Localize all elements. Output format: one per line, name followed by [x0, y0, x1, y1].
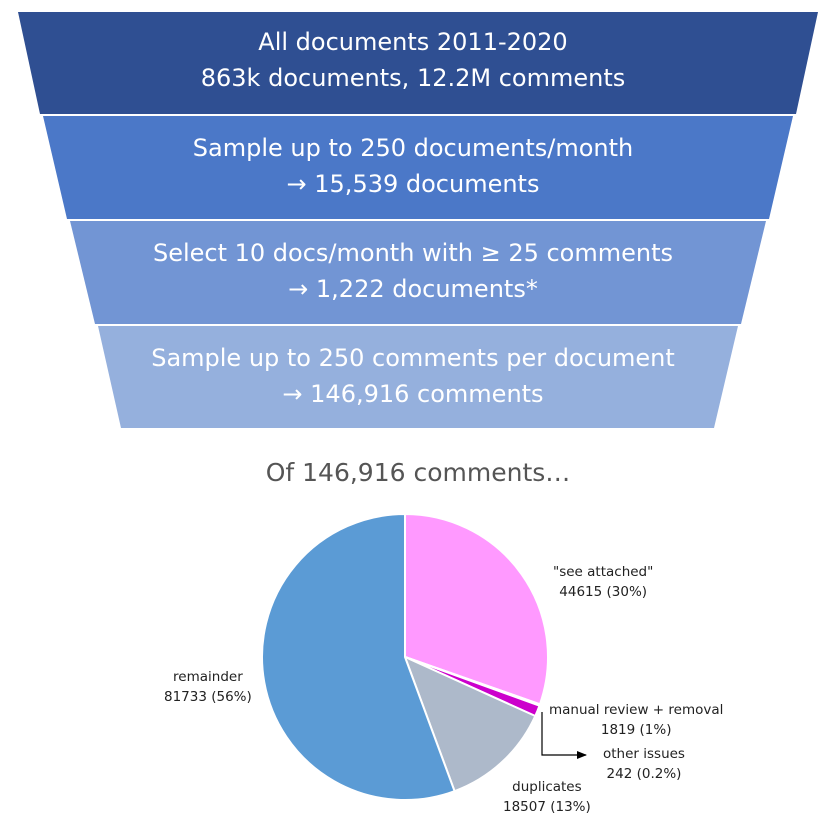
funnel-stage-0-text: All documents 2011-2020 863k documents, …	[0, 24, 826, 96]
funnel-stage-0-line1: All documents 2011-2020	[258, 28, 568, 56]
slice-name-see-attached: "see attached"	[553, 564, 654, 580]
slice-label-manual-review: manual review + removal 1819 (1%)	[549, 700, 723, 740]
funnel-stage-1-text: Sample up to 250 documents/month → 15,53…	[0, 130, 826, 202]
pie-slice-see-attached	[404, 513, 549, 706]
funnel-stage-0-line2: 863k documents, 12.2M comments	[200, 64, 626, 92]
slice-value-duplicates: 18507 (13%)	[503, 799, 591, 815]
funnel-stage-3-line1: Sample up to 250 comments per document	[151, 344, 675, 372]
slice-value-see-attached: 44615 (30%)	[559, 584, 648, 600]
slice-label-see-attached: "see attached" 44615 (30%)	[553, 562, 653, 602]
slice-name-other-issues: other issues	[603, 746, 685, 762]
funnel-stage-2-line1: Select 10 docs/month with ≥ 25 comments	[152, 239, 674, 267]
funnel-stage-1-line1: Sample up to 250 documents/month	[192, 134, 634, 162]
pie-title: Of 146,916 comments…	[265, 458, 571, 487]
pie-slice-remainder	[261, 513, 456, 801]
funnel-stage-1	[43, 116, 793, 219]
slice-value-manual-review: 1819 (1%)	[600, 722, 672, 738]
slice-name-duplicates: duplicates	[512, 779, 582, 795]
slice-name-remainder: remainder	[173, 669, 243, 685]
funnel-stage-3-text: Sample up to 250 comments per document →…	[0, 340, 826, 412]
funnel-stage-0	[18, 12, 818, 114]
slice-value-remainder: 81733 (56%)	[164, 689, 252, 705]
funnel-stage-1-line2: → 15,539 documents	[286, 170, 540, 198]
other-issues-leader-arrow	[541, 712, 587, 759]
pie-slices	[261, 513, 549, 801]
slice-label-remainder: remainder 81733 (56%)	[164, 667, 252, 707]
slice-label-other-issues: other issues 242 (0.2%)	[603, 744, 685, 784]
slice-name-manual-review: manual review + removal	[549, 702, 724, 718]
funnel-diagram	[18, 12, 818, 428]
slice-label-duplicates: duplicates 18507 (13%)	[503, 777, 591, 817]
pie-slice-duplicates	[404, 656, 537, 793]
funnel-stage-2	[70, 221, 766, 324]
funnel-stage-3	[98, 326, 738, 428]
funnel-stage-2-line2: → 1,222 documents*	[288, 275, 538, 303]
slice-value-other-issues: 242 (0.2%)	[606, 766, 682, 782]
funnel-stage-2-text: Select 10 docs/month with ≥ 25 comments …	[0, 235, 826, 307]
funnel-stage-3-line2: → 146,916 comments	[282, 380, 544, 408]
